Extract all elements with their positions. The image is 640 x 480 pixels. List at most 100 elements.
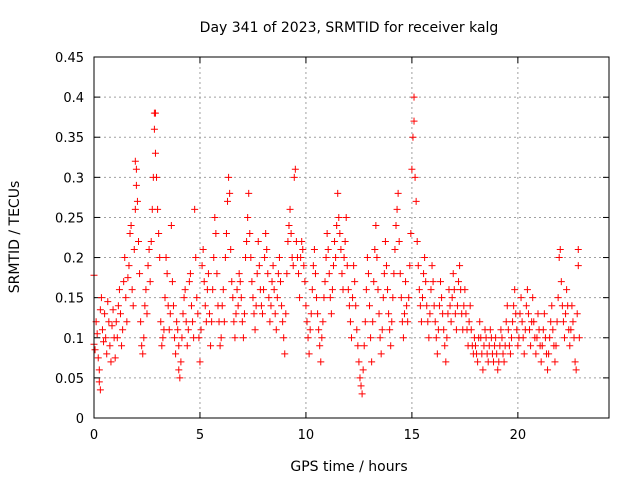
- data-point: [337, 246, 345, 254]
- data-point: [247, 254, 255, 262]
- data-point: [433, 350, 441, 358]
- y-tick-label: 0.4: [63, 91, 84, 106]
- data-point: [376, 334, 384, 342]
- data-point: [443, 334, 451, 342]
- data-point: [526, 326, 534, 334]
- x-tick-label: 0: [90, 428, 98, 443]
- data-point: [450, 286, 458, 294]
- data-point: [103, 350, 111, 358]
- data-point: [343, 262, 351, 270]
- data-point: [346, 318, 354, 326]
- data-point: [431, 318, 439, 326]
- data-point: [448, 294, 456, 302]
- data-point: [498, 334, 506, 342]
- data-point: [143, 310, 151, 318]
- data-point: [549, 326, 557, 334]
- data-point: [140, 334, 148, 342]
- data-point: [290, 173, 298, 181]
- data-point: [139, 350, 147, 358]
- data-point: [278, 302, 286, 310]
- data-point: [91, 346, 99, 354]
- data-point: [476, 318, 484, 326]
- y-tick-label: 0: [76, 412, 84, 427]
- data-point: [413, 238, 421, 246]
- data-point: [511, 286, 519, 294]
- data-point: [168, 278, 176, 286]
- data-point: [238, 318, 246, 326]
- data-point: [225, 173, 233, 181]
- data-point: [410, 117, 418, 125]
- data-point: [151, 149, 159, 157]
- y-tick-label: 0.35: [55, 131, 84, 146]
- data-point: [133, 197, 141, 205]
- data-point: [193, 294, 201, 302]
- data-point: [162, 254, 170, 262]
- data-point: [524, 310, 532, 318]
- data-point: [95, 366, 103, 374]
- data-point: [271, 310, 279, 318]
- data-point: [350, 262, 358, 270]
- data-points: [90, 93, 583, 398]
- data-point: [327, 310, 335, 318]
- data-point: [207, 342, 215, 350]
- data-point: [392, 221, 400, 229]
- data-point: [456, 262, 464, 270]
- data-point: [493, 350, 501, 358]
- x-tick-label: 5: [196, 428, 204, 443]
- data-point: [351, 278, 359, 286]
- data-point: [107, 358, 115, 366]
- data-point: [405, 294, 413, 302]
- data-point: [243, 238, 251, 246]
- data-point: [275, 254, 283, 262]
- data-point: [415, 286, 423, 294]
- data-point: [253, 270, 261, 278]
- data-point: [185, 278, 193, 286]
- data-point: [120, 278, 128, 286]
- data-point: [331, 238, 339, 246]
- data-point: [575, 334, 583, 342]
- data-point: [254, 238, 262, 246]
- data-point: [268, 278, 276, 286]
- data-point: [340, 254, 348, 262]
- data-point: [520, 350, 528, 358]
- data-point: [251, 326, 259, 334]
- data-point: [222, 229, 230, 237]
- data-point: [122, 294, 130, 302]
- data-point: [397, 294, 405, 302]
- data-point: [325, 270, 333, 278]
- data-point: [298, 238, 306, 246]
- data-point: [229, 294, 237, 302]
- plot-area-border: [93, 56, 610, 419]
- data-point: [471, 342, 479, 350]
- data-point: [360, 342, 368, 350]
- data-point: [569, 318, 577, 326]
- data-point: [295, 270, 303, 278]
- data-point: [262, 229, 270, 237]
- data-point: [411, 173, 419, 181]
- data-point: [97, 294, 105, 302]
- data-point: [381, 238, 389, 246]
- data-point: [554, 294, 562, 302]
- data-point: [378, 326, 386, 334]
- data-point: [169, 302, 177, 310]
- data-point: [441, 342, 449, 350]
- data-point: [175, 366, 183, 374]
- data-point: [552, 342, 560, 350]
- data-point: [508, 334, 516, 342]
- data-point: [136, 270, 144, 278]
- data-point: [172, 350, 180, 358]
- data-point: [216, 342, 224, 350]
- data-point: [409, 133, 417, 141]
- data-point: [147, 238, 155, 246]
- data-point: [158, 342, 166, 350]
- data-point: [444, 310, 452, 318]
- data-point: [129, 302, 137, 310]
- data-point: [504, 326, 512, 334]
- data-point: [159, 334, 167, 342]
- data-point: [449, 270, 457, 278]
- data-point: [236, 278, 244, 286]
- data-point: [393, 205, 401, 213]
- data-point: [281, 350, 289, 358]
- data-point: [280, 334, 288, 342]
- data-point: [465, 318, 473, 326]
